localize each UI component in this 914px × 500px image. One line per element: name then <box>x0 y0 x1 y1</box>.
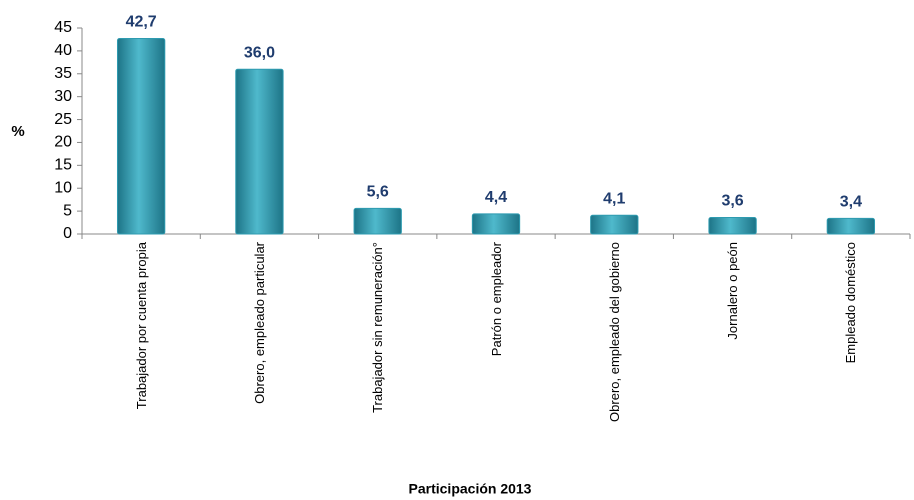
y-tick-label: 0 <box>63 225 72 242</box>
y-tick-label: 15 <box>54 157 72 174</box>
x-axis-title: Participación 2013 <box>409 481 532 497</box>
x-tick-label: Trabajador sin remuneración° <box>370 242 386 413</box>
value-label: 3,6 <box>721 193 743 210</box>
x-tick-label: Obrero, empleado del gobierno <box>606 242 622 422</box>
bar <box>826 217 876 235</box>
value-label: 3,4 <box>840 194 862 211</box>
bar <box>353 207 402 235</box>
y-tick-label: 10 <box>54 179 72 196</box>
value-label: 36,0 <box>244 44 275 61</box>
value-label: 4,4 <box>485 189 507 206</box>
x-tick-label: Trabajador por cuenta propia <box>133 242 149 410</box>
value-label: 4,1 <box>603 190 625 207</box>
x-tick-label: Empleado doméstico <box>843 242 859 364</box>
bar <box>471 213 521 235</box>
bar <box>708 217 757 235</box>
y-tick-label: 35 <box>54 65 72 82</box>
value-label: 5,6 <box>367 184 389 201</box>
x-tick-label: Jornalero o peón <box>725 242 741 340</box>
x-tick-label: Patrón o empleador <box>488 242 504 357</box>
bar <box>590 214 639 235</box>
bar <box>235 68 284 235</box>
y-tick-label: 40 <box>54 42 72 59</box>
value-label: 42,7 <box>126 14 157 31</box>
bar <box>116 38 166 235</box>
y-tick-label: 25 <box>54 111 72 128</box>
y-tick-label: 20 <box>54 134 72 151</box>
y-tick-label: 30 <box>54 88 72 105</box>
y-tick-label: 5 <box>63 202 72 219</box>
x-tick-label: Obrero, empleado particular <box>251 242 267 404</box>
y-axis-title: % <box>11 123 24 140</box>
y-tick-label: 45 <box>54 19 72 36</box>
